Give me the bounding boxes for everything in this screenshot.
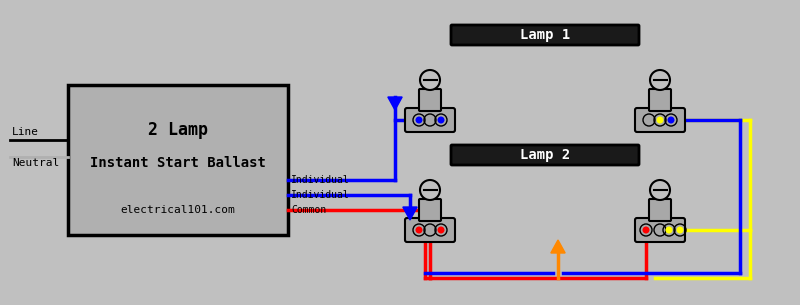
FancyBboxPatch shape [405, 218, 455, 242]
Text: Line: Line [12, 127, 39, 137]
FancyBboxPatch shape [635, 108, 685, 132]
Text: Lamp 1: Lamp 1 [520, 28, 570, 42]
FancyBboxPatch shape [405, 108, 455, 132]
Circle shape [420, 180, 440, 200]
Text: electrical101.com: electrical101.com [121, 205, 235, 215]
Polygon shape [551, 240, 565, 253]
Circle shape [415, 117, 422, 124]
FancyBboxPatch shape [451, 145, 639, 165]
Text: Individual: Individual [291, 175, 350, 185]
Circle shape [657, 117, 663, 124]
FancyBboxPatch shape [649, 199, 671, 221]
Circle shape [438, 117, 445, 124]
Text: Instant Start Ballast: Instant Start Ballast [90, 156, 266, 170]
Circle shape [677, 227, 683, 234]
Text: 2 Lamp: 2 Lamp [148, 121, 208, 139]
FancyBboxPatch shape [635, 218, 685, 242]
Circle shape [650, 70, 670, 90]
FancyBboxPatch shape [419, 199, 441, 221]
Circle shape [420, 70, 440, 90]
Bar [68, 85, 288, 235]
Circle shape [667, 117, 674, 124]
Circle shape [650, 180, 670, 200]
Circle shape [642, 227, 650, 234]
Circle shape [415, 227, 422, 234]
Text: Neutral: Neutral [12, 158, 59, 168]
Polygon shape [388, 97, 402, 110]
FancyBboxPatch shape [451, 25, 639, 45]
Text: Lamp 2: Lamp 2 [520, 148, 570, 162]
FancyBboxPatch shape [649, 89, 671, 111]
Circle shape [438, 227, 445, 234]
Circle shape [666, 227, 673, 234]
Polygon shape [403, 207, 417, 220]
FancyBboxPatch shape [419, 89, 441, 111]
Text: Common: Common [291, 205, 326, 215]
Text: Individual: Individual [291, 190, 350, 200]
